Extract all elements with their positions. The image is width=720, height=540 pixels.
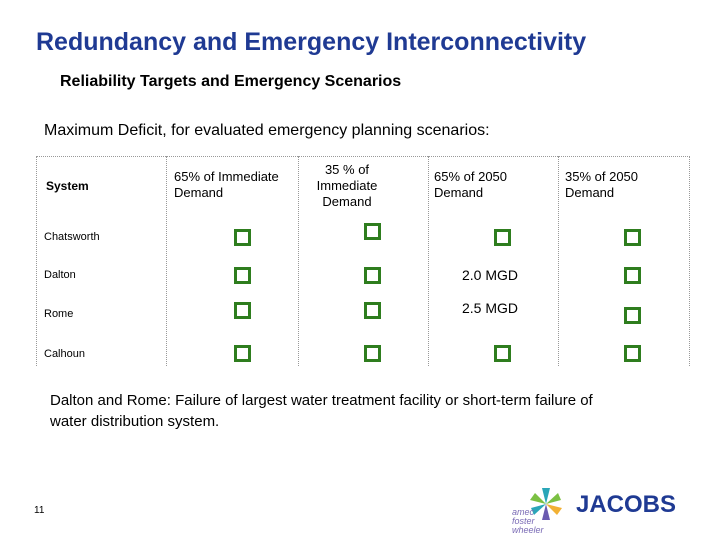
checkbox-icon xyxy=(494,229,511,246)
intro-text: Maximum Deficit, for evaluated emergency… xyxy=(44,122,490,139)
page-subtitle: Reliability Targets and Emergency Scenar… xyxy=(60,73,402,90)
table-rule xyxy=(428,156,429,366)
checkbox-icon xyxy=(364,345,381,362)
checkbox-icon xyxy=(624,307,641,324)
jacobs-logo: JACOBS xyxy=(576,491,677,518)
amec-logo-text: amec foster wheeler xyxy=(512,508,544,535)
header-35-immediate: 35 % of Immediate Demand xyxy=(316,162,378,209)
checkbox-icon xyxy=(234,345,251,362)
table-rule xyxy=(298,156,299,366)
amec-logo-line: amec xyxy=(512,507,535,517)
amec-logo-line: wheeler xyxy=(512,525,544,535)
checkbox-icon xyxy=(364,223,381,240)
row-label-rome: Rome xyxy=(44,308,74,320)
checkbox-icon xyxy=(624,267,641,284)
page-title: Redundancy and Emergency Interconnectivi… xyxy=(36,28,587,56)
page-number: 11 xyxy=(34,505,45,516)
header-65-immediate: 65% of Immediate Demand xyxy=(174,169,279,200)
amec-logo-line: foster xyxy=(512,516,535,526)
amec-foster-wheeler-logo xyxy=(530,488,562,520)
row-label-chatsworth: Chatsworth xyxy=(44,231,100,243)
checkbox-icon xyxy=(624,345,641,362)
checkbox-icon xyxy=(364,302,381,319)
row-label-dalton: Dalton xyxy=(44,269,76,281)
scenario-table: System 65% of Immediate Demand 35 % of I… xyxy=(36,156,690,366)
table-rule xyxy=(36,156,37,366)
scenario-note: Dalton and Rome: Failure of largest wate… xyxy=(50,392,593,430)
header-system: System xyxy=(46,179,89,193)
header-35-2050: 35% of 2050 Demand xyxy=(565,169,639,200)
row-label-calhoun: Calhoun xyxy=(44,348,85,360)
checkbox-icon xyxy=(234,302,251,319)
header-65-2050: 65% of 2050 Demand xyxy=(434,169,508,200)
checkbox-icon xyxy=(624,229,641,246)
table-top-rule xyxy=(36,156,690,157)
table-rule xyxy=(558,156,559,366)
checkbox-icon xyxy=(234,229,251,246)
table-rule xyxy=(166,156,167,366)
checkbox-icon xyxy=(494,345,511,362)
dalton-2050-deficit: 2.0 MGD xyxy=(462,267,519,283)
checkbox-icon xyxy=(364,267,381,284)
rome-2050-deficit: 2.5 MGD xyxy=(462,300,519,316)
checkbox-icon xyxy=(234,267,251,284)
table-rule xyxy=(689,156,690,366)
